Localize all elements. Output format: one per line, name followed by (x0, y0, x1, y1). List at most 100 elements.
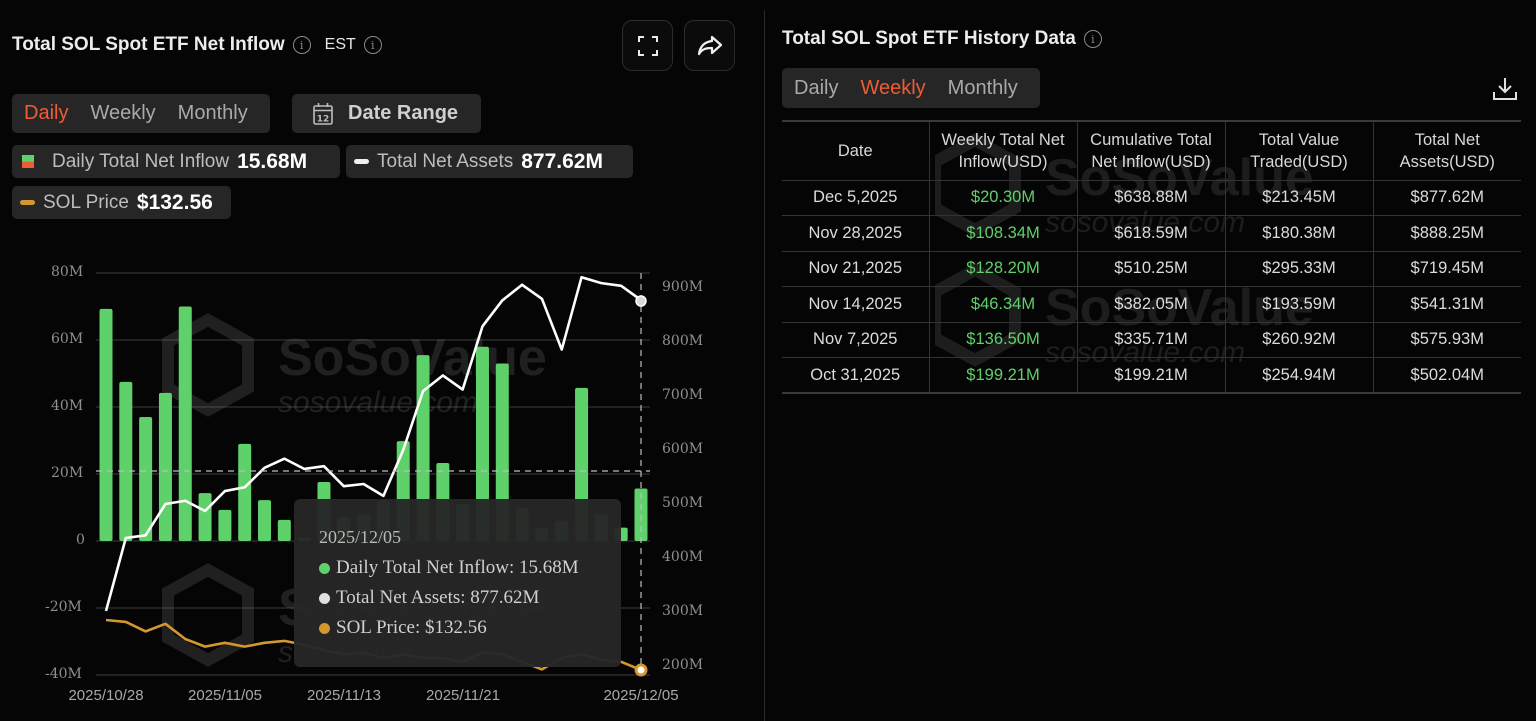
price-point-marker (634, 663, 648, 677)
col-cumulative-inflow[interactable]: Cumulative Total Net Inflow(USD) (1076, 120, 1226, 181)
legend-sol-price[interactable]: SOL Price $132.56 (12, 186, 231, 219)
timezone-label: EST (324, 36, 356, 53)
green-dot-icon (319, 562, 330, 574)
col-date[interactable]: Date (782, 120, 930, 181)
tab-weekly[interactable]: Weekly (860, 76, 926, 99)
share-button[interactable] (684, 20, 735, 71)
col-net-assets[interactable]: Total Net Assets(USD) (1372, 120, 1521, 181)
y-tick: 40M (51, 398, 84, 414)
tab-daily[interactable]: Daily (24, 102, 69, 124)
y2-tick: 500M (662, 495, 704, 511)
y2-tick: 300M (662, 603, 704, 619)
tab-daily[interactable]: Daily (794, 76, 839, 99)
download-button[interactable] (1491, 75, 1519, 108)
cell-cumulative: $510.25M (1076, 250, 1226, 287)
white-dot-icon (319, 592, 330, 604)
table-row: Nov 21,2025 $128.20M $510.25M $295.33M $… (782, 250, 1521, 287)
history-panel: Total SOL Spot ETF History Data i Daily … (765, 0, 1536, 721)
cell-assets: $502.04M (1372, 357, 1521, 394)
svg-text:sosovalue.com: sosovalue.com (278, 386, 478, 419)
cell-date: Nov 14,2025 (782, 286, 930, 323)
table-row: Oct 31,2025 $199.21M $199.21M $254.94M $… (782, 357, 1521, 394)
tab-monthly[interactable]: Monthly (947, 76, 1018, 99)
legend-daily-inflow[interactable]: Daily Total Net Inflow 15.68M (12, 145, 340, 178)
table-header-row: Date Weekly Total Net Inflow(USD) Cumulat… (782, 120, 1521, 181)
history-title-row: Total SOL Spot ETF History Data i (782, 28, 1102, 50)
timezone-info-icon[interactable]: i (363, 36, 382, 54)
orange-dot-icon (319, 622, 330, 634)
cell-cumulative: $618.59M (1076, 215, 1226, 252)
tooltip-row-price: SOL Price: $132.56 (319, 617, 487, 639)
cell-date: Nov 28,2025 (782, 215, 930, 252)
panel-divider (764, 10, 765, 721)
cell-date: Nov 21,2025 (782, 250, 930, 287)
cell-cumulative: $638.88M (1076, 179, 1226, 216)
date-range-button[interactable]: 12 Date Range (292, 94, 481, 133)
cell-assets: $888.25M (1372, 215, 1521, 252)
cell-weekly-inflow: $46.34M (928, 286, 1078, 323)
legend-label: Total Net Assets (377, 150, 514, 172)
cell-weekly-inflow: $136.50M (928, 321, 1078, 358)
x-tick: 2025/11/21 (426, 687, 500, 704)
y2-tick: 200M (662, 657, 704, 673)
cell-cumulative: $199.21M (1076, 357, 1226, 394)
cell-weekly-inflow: $108.34M (928, 215, 1078, 252)
table-row: Nov 14,2025 $46.34M $382.05M $193.59M $5… (782, 286, 1521, 323)
tooltip-text: Total Net Assets: 877.62M (336, 587, 540, 608)
legend-value: 877.62M (521, 149, 603, 173)
tooltip-text: Daily Total Net Inflow: 15.68M (336, 557, 579, 578)
y-tick: 20M (51, 465, 84, 481)
download-icon (1493, 78, 1517, 100)
y-tick: 60M (51, 331, 84, 347)
y2-tick: 800M (662, 333, 704, 349)
x-tick: 2025/11/13 (307, 687, 381, 704)
cell-assets: $719.45M (1372, 250, 1521, 287)
info-icon[interactable]: i (1083, 30, 1102, 48)
svg-text:12: 12 (317, 114, 330, 124)
table-row: Dec 5,2025 $20.30M $638.88M $213.45M $87… (782, 179, 1521, 216)
cell-weekly-inflow: $199.21M (928, 357, 1078, 394)
cell-traded: $260.92M (1224, 321, 1374, 358)
net-inflow-panel: Total SOL Spot ETF Net Inflow i EST i Da… (0, 0, 764, 721)
date-range-label: Date Range (348, 102, 459, 124)
y-tick: -20M (45, 599, 82, 615)
history-table: Date Weekly Total Net Inflow(USD) Cumulat… (782, 120, 1521, 394)
chart-title-row: Total SOL Spot ETF Net Inflow i EST i (12, 34, 382, 56)
x-tick: 2025/10/28 (68, 687, 144, 704)
col-weekly-inflow[interactable]: Weekly Total Net Inflow(USD) (928, 120, 1078, 181)
table-row: Nov 7,2025 $136.50M $335.71M $260.92M $5… (782, 321, 1521, 358)
tab-monthly[interactable]: Monthly (177, 102, 248, 124)
cell-date: Oct 31,2025 (782, 357, 930, 394)
x-tick: 2025/11/05 (188, 687, 262, 704)
cell-weekly-inflow: $128.20M (928, 250, 1078, 287)
fullscreen-button[interactable] (622, 20, 673, 71)
y-tick: -40M (45, 666, 82, 682)
chart-tooltip: 2025/12/05 Daily Total Net Inflow: 15.68… (294, 499, 621, 667)
white-line-swatch-icon (354, 159, 369, 164)
orange-line-swatch-icon (20, 200, 35, 205)
y2-tick: 900M (662, 279, 704, 295)
cell-traded: $213.45M (1224, 179, 1374, 216)
cell-weekly-inflow: $20.30M (928, 179, 1078, 216)
calendar-icon: 12 (313, 102, 333, 125)
share-icon (697, 35, 722, 55)
cell-traded: $193.59M (1224, 286, 1374, 323)
tab-weekly[interactable]: Weekly (90, 102, 156, 124)
x-tick: 2025/12/05 (603, 687, 679, 704)
chart-title: Total SOL Spot ETF Net Inflow (12, 34, 285, 55)
history-title: Total SOL Spot ETF History Data (782, 28, 1076, 49)
total-net-assets-line (104, 275, 642, 612)
legend-total-net-assets[interactable]: Total Net Assets 877.62M (346, 145, 633, 178)
y-tick: 0 (76, 532, 85, 548)
info-icon[interactable]: i (292, 36, 311, 54)
col-value-traded[interactable]: Total Value Traded(USD) (1224, 120, 1374, 181)
legend-label: SOL Price (43, 191, 129, 213)
legend-value: $132.56 (136, 190, 213, 214)
cell-assets: $575.93M (1372, 321, 1521, 358)
y-tick: 80M (51, 264, 84, 280)
cell-assets: $877.62M (1372, 179, 1521, 216)
cell-assets: $541.31M (1372, 286, 1521, 323)
tooltip-date: 2025/12/05 (319, 527, 402, 547)
legend-value: 15.68M (237, 149, 308, 173)
table-row: Nov 28,2025 $108.34M $618.59M $180.38M $… (782, 215, 1521, 252)
